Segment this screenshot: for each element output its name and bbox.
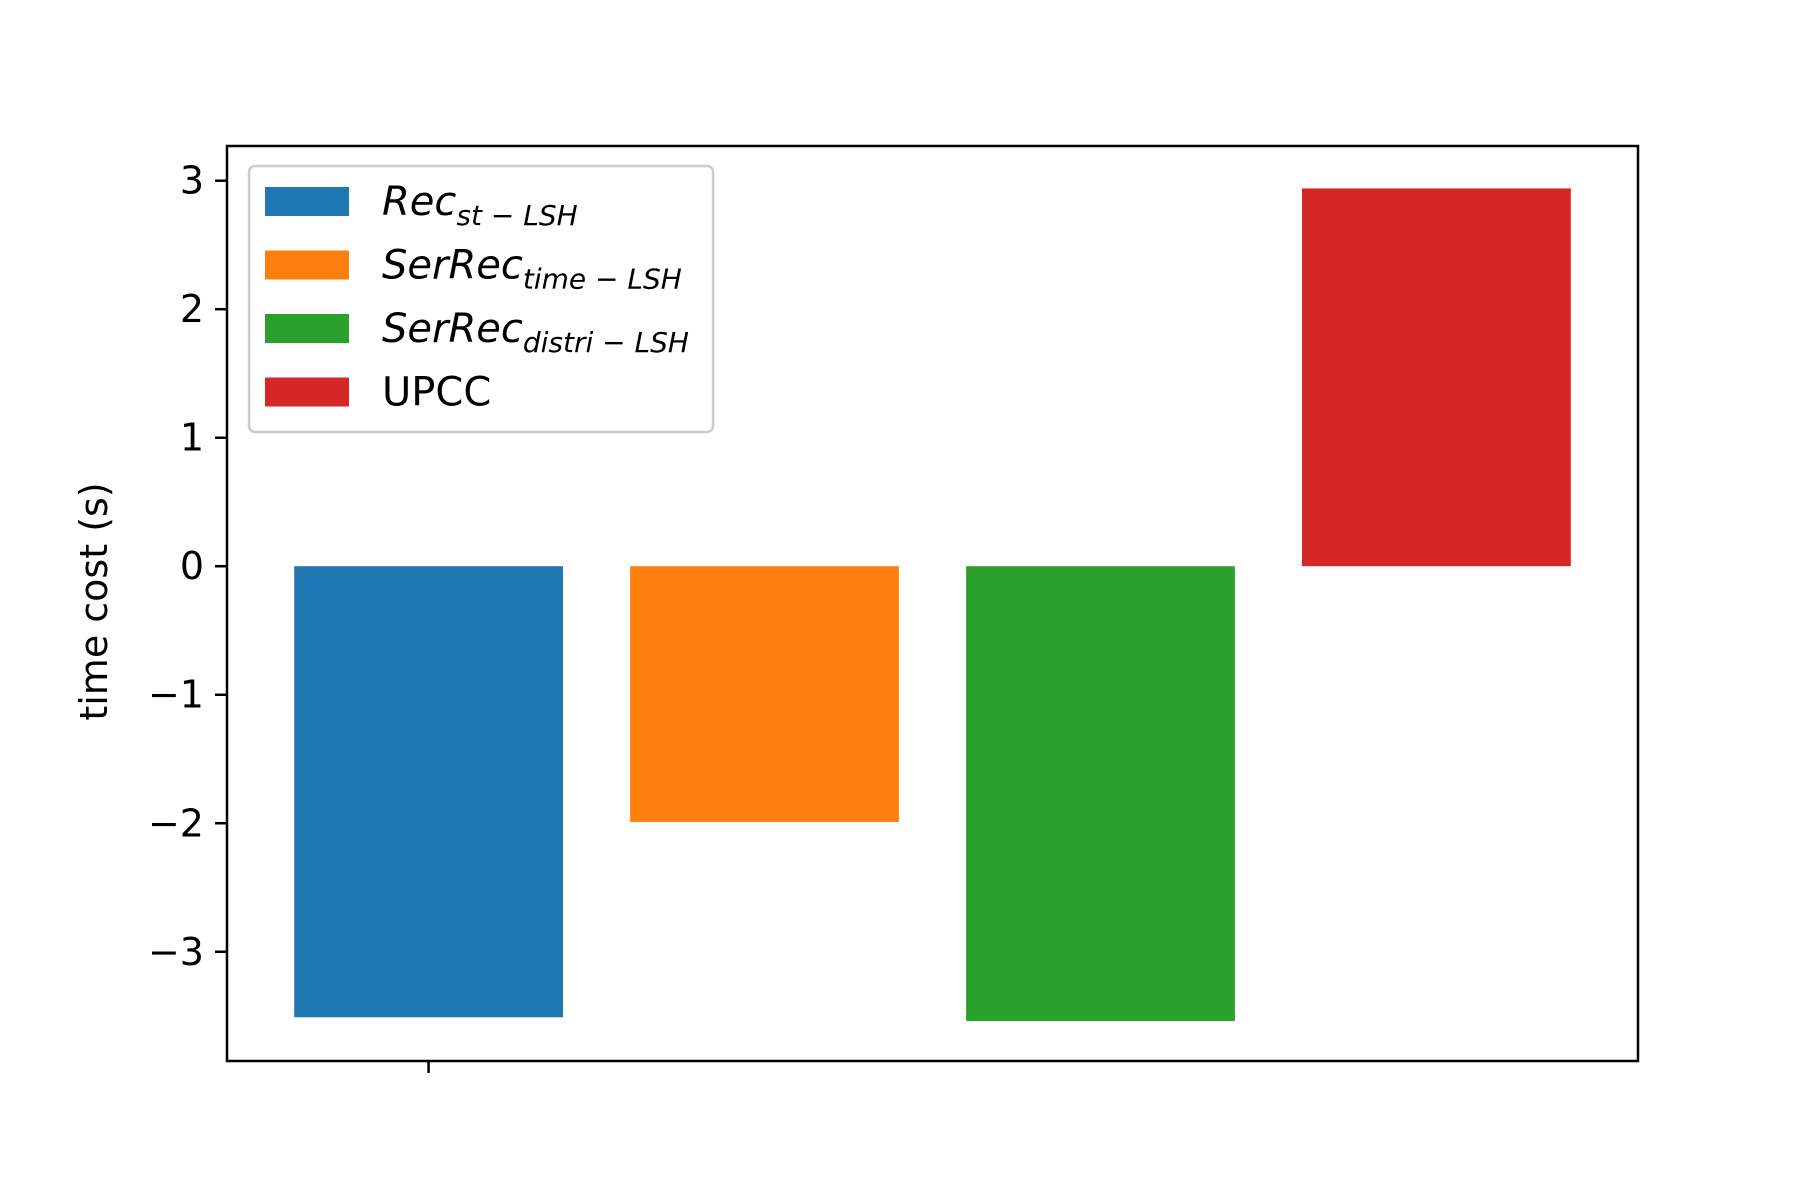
- legend-label-4: UPCC: [382, 370, 491, 416]
- legend-swatch-4: [265, 377, 349, 407]
- legend: Recst − LSH SerRectime − LSH SerRecdistri …: [247, 164, 715, 434]
- plot-frame: [225, 144, 1640, 1063]
- bar-1: [294, 566, 563, 1018]
- legend-swatch-2: [265, 250, 349, 280]
- bar-2: [630, 566, 899, 822]
- legend-label-3: SerRecdistri − LSH: [382, 306, 689, 359]
- y-tick-label: 1: [180, 416, 204, 460]
- legend-label-1: Recst − LSH: [382, 179, 578, 232]
- y-axis: 3 2 1 0 −1 −2 −3: [148, 159, 227, 974]
- bar-4: [1302, 188, 1571, 567]
- y-tick-label: 0: [180, 544, 204, 588]
- legend-label-2: SerRectime − LSH: [382, 243, 682, 296]
- legend-swatch-3: [265, 314, 349, 343]
- legend-swatch-1: [265, 187, 349, 216]
- y-tick-label: 3: [180, 159, 204, 203]
- bars-layer: [294, 188, 1571, 1022]
- y-tick-label: −3: [148, 930, 204, 974]
- bar-3: [966, 566, 1235, 1022]
- legend-box: [247, 164, 715, 434]
- y-axis-title: time cost (s): [72, 482, 116, 720]
- y-tick-label: −2: [148, 801, 204, 845]
- y-tick-label: −1: [148, 673, 204, 717]
- y-tick-label: 2: [180, 287, 204, 331]
